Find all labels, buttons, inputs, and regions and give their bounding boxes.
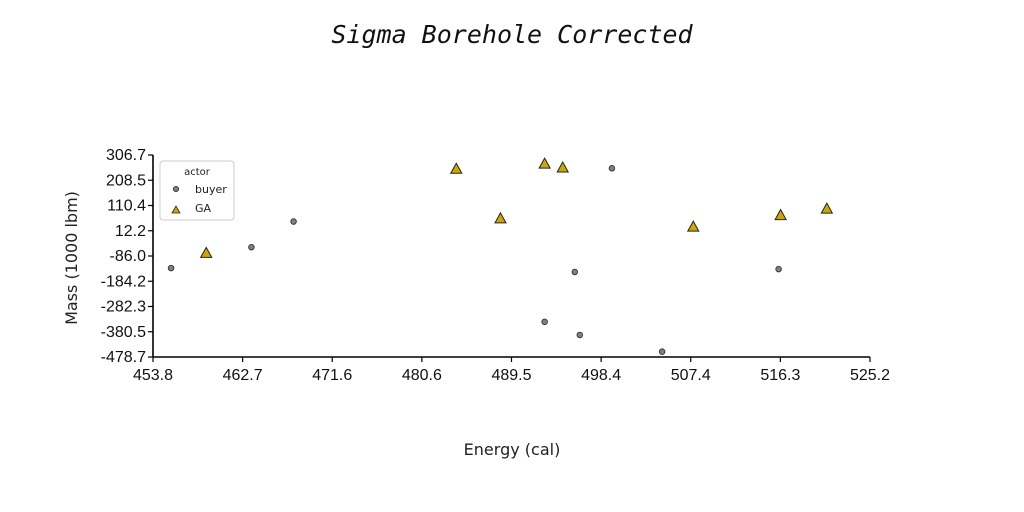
- y-axis-label: Mass (1000 lbm): [62, 191, 81, 325]
- x-axis-label: Energy (cal): [464, 440, 561, 459]
- y-tick-label: 208.5: [106, 172, 146, 189]
- point-buyer: [576, 331, 584, 339]
- y-tick-label: -380.5: [101, 324, 146, 341]
- axes: 453.8 462.7 471.6 480.6 489.5 498.4 507.4 516.3…: [101, 147, 890, 384]
- chart-title: Sigma Borehole Corrected: [331, 20, 693, 49]
- x-tick-label: 480.6: [402, 367, 442, 384]
- y-tick-label: -282.3: [101, 299, 146, 316]
- y-tick-label: -184.2: [101, 273, 146, 290]
- point-buyer: [775, 265, 782, 273]
- point-ga: [556, 160, 570, 173]
- legend-title: actor: [184, 167, 211, 178]
- legend-ga-marker: [171, 205, 181, 214]
- x-tick-label: 525.2: [850, 367, 890, 384]
- point-ga: [494, 211, 507, 224]
- legend-ga-label: GA: [195, 202, 212, 215]
- legend: actor buyer GA: [159, 160, 235, 221]
- x-tick-label: 498.4: [581, 367, 621, 384]
- x-tick-label: 489.5: [491, 367, 531, 384]
- point-buyer: [248, 244, 255, 251]
- point-ga: [538, 157, 551, 169]
- point-buyer: [167, 264, 175, 272]
- point-ga: [774, 208, 787, 221]
- x-tick-label: 516.3: [760, 367, 800, 384]
- plot-area: [167, 157, 834, 355]
- point-ga: [820, 202, 834, 214]
- y-tick-label: 306.7: [106, 147, 146, 164]
- x-tick-label: 462.7: [223, 367, 263, 384]
- x-tick-label: 507.4: [671, 367, 711, 384]
- legend-buyer-marker: [172, 185, 179, 192]
- legend-buyer-label: buyer: [195, 183, 227, 196]
- y-tick-label: 110.4: [107, 198, 146, 215]
- point-ga: [686, 220, 700, 232]
- point-ga: [199, 246, 213, 258]
- point-buyer: [541, 318, 548, 326]
- point-buyer: [608, 165, 616, 172]
- y-tick-label: -478.7: [101, 349, 146, 366]
- point-buyer: [571, 268, 579, 276]
- point-buyer: [290, 218, 297, 225]
- point-buyer: [658, 348, 666, 355]
- y-tick-label: 12.2: [115, 223, 146, 240]
- x-tick-label: 453.8: [133, 367, 173, 384]
- y-tick-label: -86.0: [110, 248, 147, 265]
- point-ga: [449, 162, 463, 174]
- x-tick-label: 471.6: [312, 367, 352, 384]
- legend-box: [159, 160, 235, 221]
